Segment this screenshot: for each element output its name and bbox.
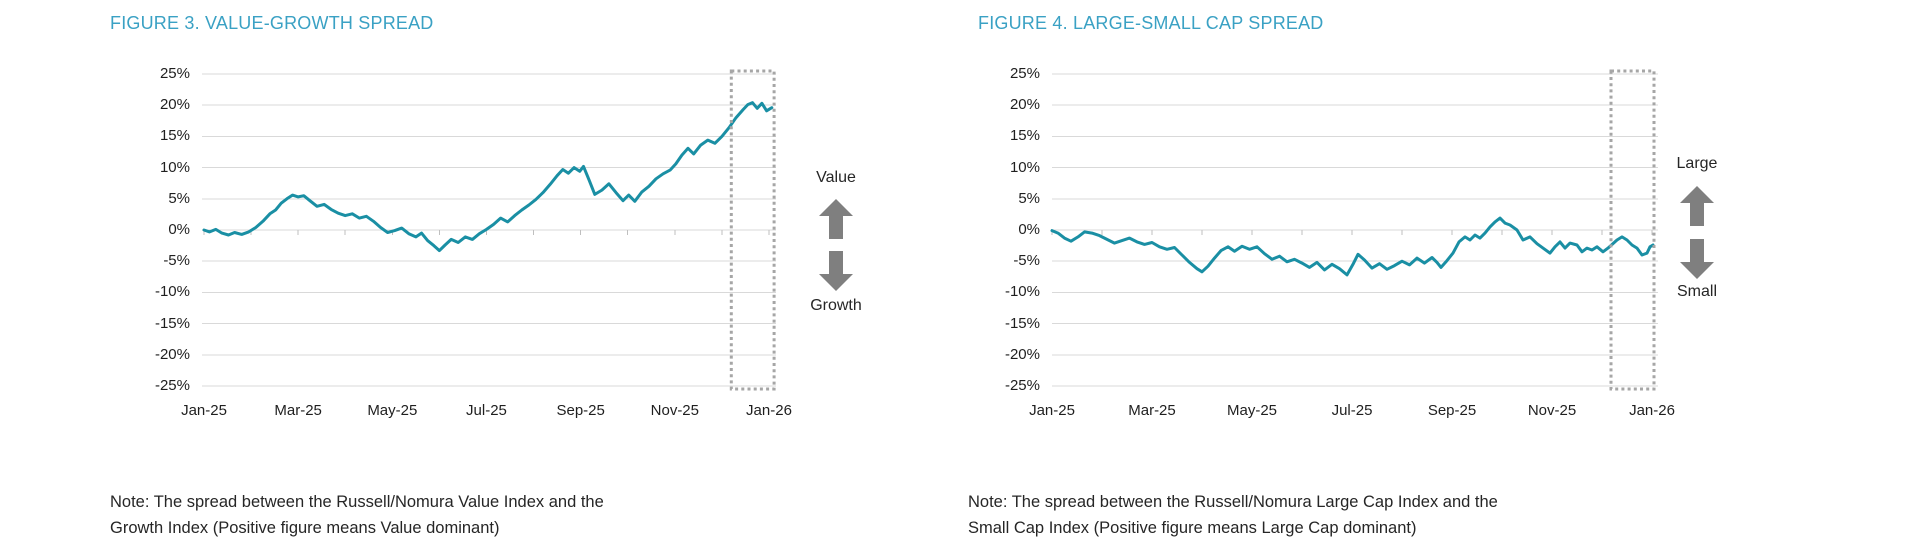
figure3-note-line2: Growth Index (Positive figure means Valu… [110,519,500,537]
growth-label: Growth [810,297,862,314]
x-axis-label: May-25 [1226,402,1278,419]
y-axis-label: 10% [1009,158,1040,176]
spread-line [202,101,774,253]
figure3-note-line1: Note: The spread between the Russell/Nom… [110,493,604,511]
small-label: Small [1676,283,1717,300]
figure4-note: Note: The spread between the Russell/Nom… [968,489,1498,541]
y-axis-label: 5% [1018,189,1040,207]
y-axis-label: -10% [154,283,190,301]
x-axis-label: Nov-25 [1527,402,1577,419]
spread-line [1050,216,1655,277]
y-axis-label: -5% [163,252,190,270]
figure3-note: Note: The spread between the Russell/Nom… [110,489,604,541]
large-label: Large [1676,155,1718,172]
figure4-title: FIGURE 4. LARGE-SMALL CAP SPREAD [978,13,1324,33]
y-axis-label: -20% [154,345,190,363]
y-axis-label: -15% [1004,314,1040,332]
y-axis-label: 10% [159,158,190,176]
y-axis-label: -5% [1013,252,1040,270]
figure3-title: FIGURE 3. VALUE-GROWTH SPREAD [110,13,434,33]
x-axis-label: Jan-25 [1029,402,1075,419]
x-axis-label: Jul-25 [1331,402,1373,419]
up-arrow-icon [1680,186,1714,226]
down-arrow-icon [819,251,853,291]
y-axis-label: 25% [1009,65,1040,82]
x-axis-label: Sep-25 [556,402,605,419]
x-axis-label: Jan-26 [1629,402,1675,419]
y-axis-label: 5% [168,189,190,207]
y-axis-label: -25% [1004,377,1040,394]
y-axis-label: -20% [1004,345,1040,363]
x-axis-label: Sep-25 [1427,402,1477,419]
down-arrow-icon [1680,239,1714,279]
y-axis-label: 25% [159,65,190,82]
x-axis-label: May-25 [367,402,418,419]
y-axis-label: -15% [154,314,190,332]
recent-period-highlight-box [1609,69,1656,391]
y-axis-label: -10% [1004,283,1040,301]
x-axis-label: Jul-25 [466,402,507,419]
x-axis-label: Nov-25 [650,402,699,419]
up-arrow-icon [819,199,853,239]
y-axis-label: 0% [168,221,190,238]
value-label: Value [816,169,856,186]
y-axis-label: -25% [154,377,190,394]
x-axis-label: Mar-25 [1128,402,1176,419]
y-axis-label: 20% [159,96,190,114]
y-axis-label: 15% [159,127,190,145]
x-axis-label: Mar-25 [274,402,322,419]
y-axis-label: 15% [1009,127,1040,145]
x-axis-label: Jan-25 [181,402,227,419]
figure3-plot [202,69,776,391]
y-axis-label: 20% [1009,96,1040,114]
recent-period-highlight-box [729,69,776,391]
figure4-note-line1: Note: The spread between the Russell/Nom… [968,493,1498,511]
figure4-note-line2: Small Cap Index (Positive figure means L… [968,519,1417,537]
figure4-plot [1050,69,1658,391]
y-axis-label: 0% [1018,221,1040,238]
x-axis-label: Jan-26 [746,402,792,419]
